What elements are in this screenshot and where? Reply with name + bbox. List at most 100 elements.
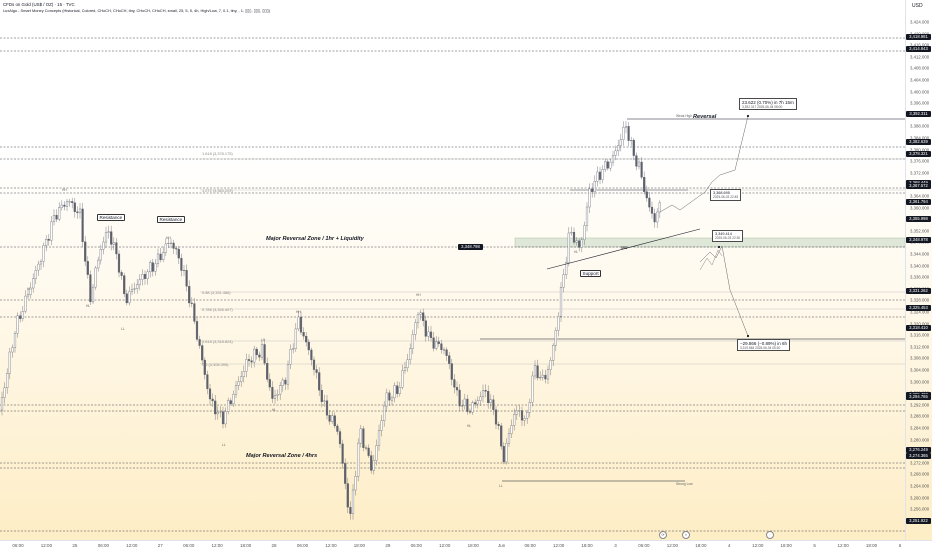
candle-body — [406, 359, 409, 368]
candle-body — [42, 245, 45, 262]
candle-body — [401, 370, 404, 388]
liquidity-price-tag: 3,348.798 — [458, 244, 483, 250]
candle-body — [455, 387, 459, 391]
time-tick-label: 18:00 — [581, 543, 593, 548]
candle-body — [320, 390, 323, 402]
price-level-tag: 3,414.843 — [906, 45, 931, 52]
candle-body — [182, 270, 186, 272]
candle-body — [645, 191, 648, 199]
measure-box-up[interactable]: 23.622 (0.70%) in 7h 15m 3,392.317 2025-… — [739, 98, 797, 111]
candle-body — [549, 360, 552, 370]
price-level-tag: 3,378.321 — [906, 151, 931, 158]
price-tick-label: 3,396.000 — [910, 100, 930, 106]
candle-body — [175, 248, 178, 250]
candle-body — [263, 344, 266, 364]
time-tick-label: 12:00 — [552, 543, 565, 548]
candle-body — [50, 221, 53, 241]
measure-box-mid-2[interactable]: 3,349.414 2025-06-03 22:30 — [712, 230, 744, 242]
candle-body — [598, 171, 602, 180]
price-tick-label: 3,324.000 — [910, 309, 930, 315]
candle-body — [354, 476, 357, 491]
time-tick-label: 18:00 — [239, 543, 252, 548]
candle-body — [97, 259, 100, 269]
projection-down-path — [699, 245, 749, 337]
candle-body — [219, 411, 222, 413]
candle-body — [112, 242, 115, 245]
candle-body — [396, 385, 399, 394]
replay-icon[interactable]: ⟳ — [659, 531, 667, 539]
time-axis[interactable] — [0, 540, 932, 550]
candle-body — [424, 320, 427, 337]
candle-body — [266, 363, 269, 380]
candle-body — [453, 379, 456, 388]
candle-body — [68, 201, 71, 203]
candle-body — [260, 344, 264, 358]
time-tick-label: 6 — [898, 543, 902, 548]
candle-body — [154, 263, 157, 272]
candle-body — [128, 291, 131, 304]
time-tick-label: 06:00 — [638, 543, 650, 548]
candle-body — [245, 359, 248, 372]
price-tick-label: 3,412.000 — [910, 54, 930, 60]
candle-body — [149, 262, 152, 273]
swing-label: HH — [416, 293, 421, 297]
price-tick-label: 3,260.000 — [910, 495, 930, 501]
time-tick-label: 12:00 — [126, 543, 138, 548]
fib-label: 1.618 (3,378.175) — [202, 151, 233, 156]
measure-down-main: −29.866 (−0.89%) in 6h — [740, 340, 788, 346]
swing-label: HL — [574, 250, 579, 254]
candle-body — [422, 312, 425, 321]
candle-body — [474, 402, 477, 405]
candle-body — [123, 275, 126, 294]
support-label: Support — [580, 270, 602, 277]
price-level-tag: 3,318.410 — [906, 325, 931, 332]
candle-body — [518, 410, 521, 412]
candle-body — [393, 385, 396, 399]
measure-box-mid-1[interactable]: 3,368.695 2025-06-03 22:45 — [710, 189, 742, 201]
candle-body — [528, 402, 531, 413]
candle-body — [619, 139, 622, 146]
candle-body — [383, 405, 386, 421]
scroll-right-icon[interactable]: » — [682, 531, 690, 539]
resistance-label-1: Resistance — [97, 214, 125, 221]
currency-label[interactable]: USD — [912, 3, 923, 9]
marker-icon[interactable]: · — [766, 531, 774, 539]
candle-body — [188, 286, 191, 304]
candle-body — [310, 349, 313, 361]
price-tick-label: 3,328.000 — [910, 297, 930, 303]
candle-body — [159, 253, 162, 261]
candle-body — [143, 274, 147, 279]
candle-body — [520, 410, 524, 421]
candle-body — [214, 400, 217, 415]
candle-body — [167, 243, 170, 245]
resistance-label-2: Resistance — [157, 216, 185, 223]
measure-box-down[interactable]: −29.866 (−0.89%) in 6h 3,319.548 2025-06… — [737, 339, 791, 352]
candle-body — [656, 211, 659, 223]
candle-body — [312, 359, 316, 370]
candle-body — [643, 177, 646, 192]
candle-body — [58, 207, 61, 220]
candle-body — [240, 376, 243, 382]
candle-body — [370, 455, 373, 471]
time-tick-label: 28 — [271, 543, 277, 548]
price-tick-label: 3,400.000 — [910, 89, 930, 95]
candle-body — [570, 231, 573, 234]
indicator-legend[interactable]: LuxAlgo - Smart Money Concepts (Historic… — [3, 8, 270, 13]
price-tick-label: 3,272.000 — [910, 460, 930, 466]
candle-body — [177, 248, 180, 259]
candle-body — [65, 201, 69, 207]
candle-body — [8, 351, 11, 374]
candle-body — [276, 393, 279, 396]
price-tick-label: 3,320.000 — [910, 321, 930, 327]
price-tick-label: 3,292.000 — [910, 402, 930, 408]
candle-body — [624, 126, 628, 128]
candle-body — [580, 239, 583, 248]
price-tick-label: 3,380.000 — [910, 147, 930, 153]
price-level-tag: 3,274.365 — [906, 452, 931, 459]
fib-label: 0.5 (3,308.395) — [202, 362, 229, 367]
time-tick-label: 12:00 — [837, 543, 849, 548]
candle-body — [554, 330, 557, 346]
price-tick-label: 3,344.000 — [910, 251, 930, 257]
